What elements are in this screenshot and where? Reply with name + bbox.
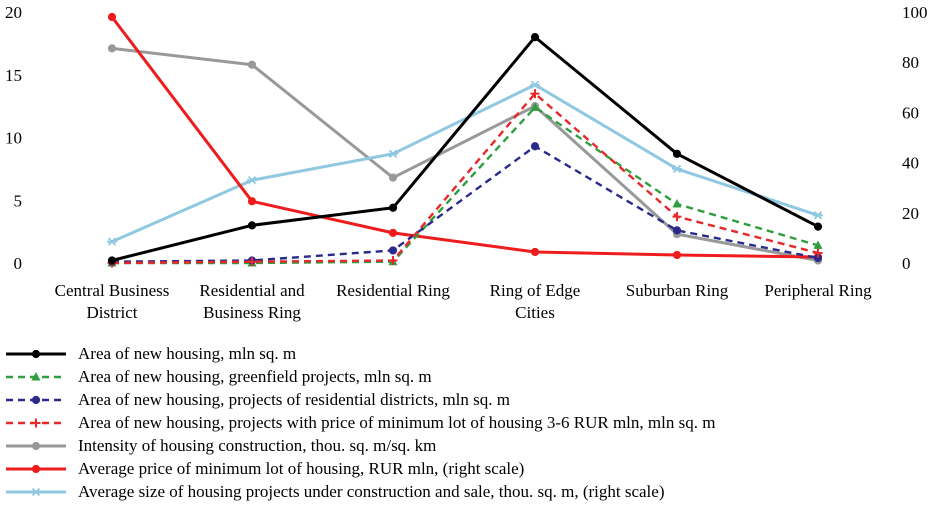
series-line-4: [111, 46, 819, 262]
legend-item-5: Average price of minimum lot of housing,…: [0, 459, 524, 479]
series-line-0: [111, 35, 819, 262]
left-tick-label: 10: [5, 129, 22, 148]
category-label: Peripheral Ring: [764, 281, 872, 300]
legend-swatch-2: [6, 395, 66, 405]
legend-marker-1: [31, 372, 41, 381]
data-point-s6-4: [672, 164, 682, 174]
category-label: Central Business: [55, 281, 170, 300]
legend-label-1: Area of new housing, greenfield projects…: [78, 367, 432, 386]
category-label: Cities: [515, 303, 555, 322]
legend-marker-6: [31, 487, 41, 497]
data-point-s4-2: [388, 173, 398, 182]
data-point-s0-0: [107, 256, 117, 265]
data-point-s0-3: [530, 33, 540, 42]
legend-label-6: Average size of housing projects under c…: [78, 482, 665, 501]
data-point-s0-5: [813, 222, 823, 231]
data-point-s2-3: [530, 142, 540, 151]
right-tick-label: 80: [902, 53, 919, 72]
series-layer: [107, 12, 823, 268]
data-point-s4-0: [107, 44, 117, 53]
right-tick-label: 60: [902, 103, 919, 122]
legend-item-4: Intensity of housing construction, thou.…: [0, 436, 436, 456]
legend-swatch-0: [6, 349, 66, 359]
series-line-5: [110, 16, 819, 259]
legend-marker-3: [31, 418, 41, 428]
data-point-s3-2: [388, 255, 398, 265]
data-point-s2-4: [672, 226, 682, 235]
legend-swatch-3: [6, 418, 66, 428]
series-line-6: [111, 83, 819, 244]
data-point-s3-4: [672, 212, 682, 222]
left-tick-label: 20: [5, 3, 22, 22]
legend-item-0: Area of new housing, mln sq. m: [0, 344, 296, 364]
legend-marker-4: [31, 441, 41, 451]
data-point-s0-2: [388, 203, 398, 212]
legend-label-3: Area of new housing, projects with price…: [78, 413, 716, 432]
data-point-s6-2: [388, 149, 398, 158]
legend-marker-0: [31, 349, 41, 359]
right-tick-label: 40: [902, 154, 919, 173]
data-point-s5-0: [107, 12, 117, 22]
data-point-s6-3: [530, 80, 540, 89]
data-point-s3-5: [813, 248, 823, 258]
data-point-s6-1: [247, 176, 257, 185]
legend-label-2: Area of new housing, projects of residen…: [78, 390, 510, 409]
right-tick-label: 0: [902, 254, 911, 273]
right-tick-label: 20: [902, 204, 919, 223]
data-point-s1-5: [813, 240, 823, 249]
label-layer: 0 5 10 15 20 0 20 40 60 80 100 Central Business Dist…: [5, 3, 928, 322]
legend-swatch-6: [6, 487, 66, 497]
legend-swatch-1: [6, 372, 66, 381]
category-label: Suburban Ring: [626, 281, 729, 300]
data-point-s2-2: [388, 246, 398, 255]
legend-label-5: Average price of minimum lot of housing,…: [78, 459, 525, 478]
legend-item-1: Area of new housing, greenfield projects…: [0, 367, 432, 387]
legend-item-3: Area of new housing, projects with price…: [0, 413, 715, 433]
legend-marker-2: [31, 395, 41, 405]
data-point-s5-4: [672, 250, 682, 260]
legend-label-4: Intensity of housing construction, thou.…: [78, 436, 437, 455]
legend-item-2: Area of new housing, projects of residen…: [0, 390, 510, 410]
data-point-s5-2: [388, 228, 398, 237]
legend-swatch-4: [6, 441, 66, 451]
left-tick-label: 15: [5, 66, 22, 85]
left-tick-label: 5: [14, 191, 23, 210]
right-tick-label: 100: [902, 3, 928, 22]
line-chart: 0 5 10 15 20 0 20 40 60 80 100 Central Business Dist…: [5, 3, 928, 322]
legend-swatch-5: [6, 464, 66, 474]
data-point-s1-3: [530, 102, 540, 111]
legend-label-0: Area of new housing, mln sq. m: [78, 344, 297, 363]
series-line-1: [112, 106, 819, 265]
category-label: Residential and: [199, 281, 305, 300]
data-point-s5-3: [530, 247, 540, 257]
data-point-s6-0: [107, 237, 117, 246]
data-point-s6-5: [813, 211, 823, 220]
data-point-s3-1: [247, 257, 257, 267]
legend-marker-5: [31, 464, 41, 474]
data-point-s0-4: [672, 149, 682, 158]
data-point-s1-4: [672, 199, 682, 208]
data-point-s3-3: [530, 89, 540, 99]
legend-item-6: Average size of housing projects under c…: [0, 482, 665, 502]
data-point-s0-1: [247, 221, 257, 230]
left-tick-label: 0: [14, 254, 23, 273]
series-line-3: [111, 92, 819, 265]
category-label: Ring of Edge: [490, 281, 581, 300]
series-line-2: [111, 145, 819, 263]
category-label: District: [87, 303, 138, 322]
data-point-s4-1: [247, 60, 257, 69]
category-label: Business Ring: [203, 303, 301, 322]
data-point-s5-1: [247, 197, 257, 206]
category-label: Residential Ring: [336, 281, 450, 300]
